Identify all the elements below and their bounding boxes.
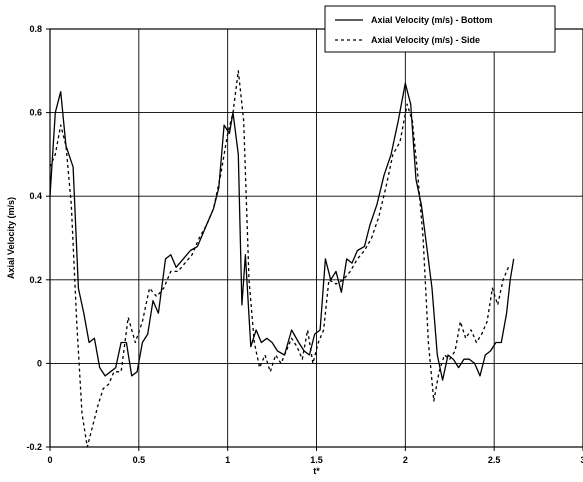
legend-box bbox=[324, 5, 556, 53]
legend-label-side: Axial Velocity (m/s) - Side bbox=[371, 35, 480, 45]
x-axis-ticks: 0 0.5 1 1.5 2 2.5 3 bbox=[47, 447, 583, 465]
y-tick-label: 0.2 bbox=[29, 275, 42, 285]
series-layer bbox=[49, 70, 515, 448]
x-tick-label: 1 bbox=[225, 455, 230, 465]
y-axis-ticks: -0.2 0 0.2 0.4 0.6 0.8 bbox=[26, 24, 50, 452]
series-line-bottom bbox=[49, 82, 515, 381]
y-tick-label: 0 bbox=[37, 358, 42, 368]
x-tick-label: 1.5 bbox=[310, 455, 323, 465]
y-tick-label: 0.4 bbox=[29, 191, 42, 201]
x-tick-label: 3 bbox=[580, 455, 583, 465]
legend-label-bottom: Axial Velocity (m/s) - Bottom bbox=[371, 15, 493, 25]
y-axis-label: Axial Velocity (m/s) bbox=[6, 197, 16, 279]
x-axis-label: t* bbox=[313, 466, 320, 476]
y-tick-label: 0.6 bbox=[29, 108, 42, 118]
x-tick-label: 0 bbox=[47, 455, 52, 465]
x-tick-label: 0.5 bbox=[133, 455, 146, 465]
y-tick-label: -0.2 bbox=[26, 442, 42, 452]
y-tick-label: 0.8 bbox=[29, 24, 42, 34]
x-tick-label: 2 bbox=[403, 455, 408, 465]
series-line-side bbox=[49, 70, 509, 448]
legend: Axial Velocity (m/s) - Bottom Axial Velo… bbox=[324, 5, 556, 53]
x-tick-label: 2.5 bbox=[488, 455, 501, 465]
